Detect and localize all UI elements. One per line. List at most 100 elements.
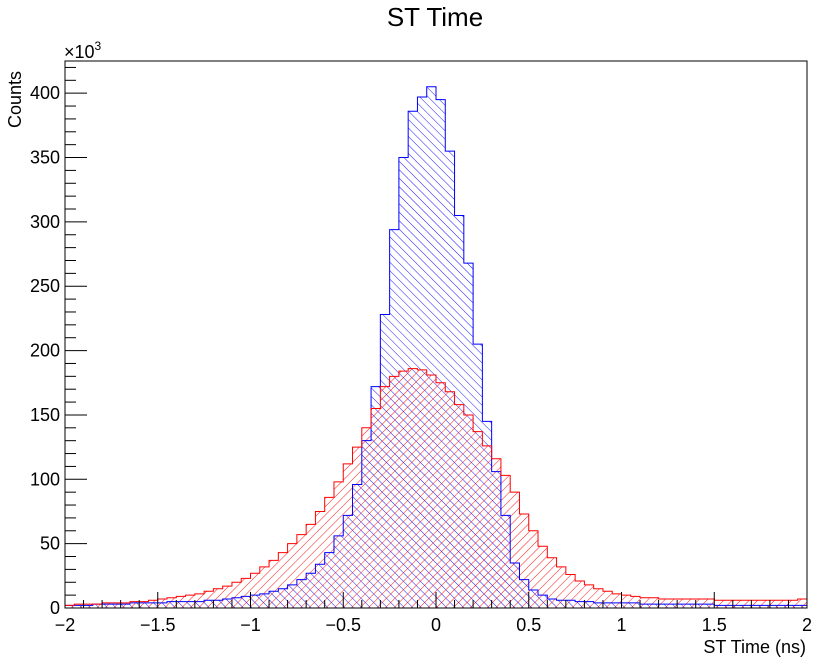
x-axis-title: ST Time (ns) [703, 637, 806, 657]
histogram-bin-series-2 [630, 596, 641, 608]
histogram-bin-series-2 [111, 602, 121, 608]
histogram-bin-series-2 [500, 475, 511, 608]
chart-title: ST Time [387, 2, 483, 32]
histogram-bin-series-1 [408, 111, 418, 608]
histogram-bin-series-2 [315, 511, 325, 608]
histogram-bin-series-2 [389, 376, 399, 608]
histogram-bin-series-2 [120, 602, 130, 608]
histogram-bin-series-2 [222, 586, 232, 608]
histogram-bin-series-2 [65, 605, 75, 608]
histogram-bin-series-2 [621, 595, 631, 608]
histogram-bin-series-2 [769, 600, 780, 608]
histogram-bin-series-2 [528, 530, 539, 608]
histogram-bin-series-2 [417, 369, 427, 608]
histogram-bin-series-2 [74, 604, 84, 608]
histogram-bin-series-2 [473, 431, 483, 608]
x-tick-label: 1 [616, 615, 626, 635]
histogram-bin-series-2 [742, 600, 752, 608]
histogram-bin-series-2 [445, 391, 455, 608]
histogram-bin-series-1 [436, 99, 446, 609]
histogram-bin-series-2 [259, 566, 270, 608]
histogram-bin-series-2 [463, 414, 474, 608]
histogram-bin-series-2 [241, 578, 251, 608]
histogram-outline-series-2 [64, 368, 808, 608]
y-axis: 0 50 100 150 200 250 300 350 400 [30, 66, 87, 618]
histogram-bin-series-2 [491, 458, 501, 608]
histogram-bin-series-2 [593, 588, 603, 608]
histogram-bin-series-2 [204, 591, 214, 608]
histogram-bin-series-2 [157, 598, 168, 608]
histogram-bin-series-2 [250, 573, 260, 608]
histogram-bin-series-2 [306, 524, 316, 608]
histogram-bin-series-2 [436, 382, 446, 608]
histogram-bin-series-2 [148, 600, 158, 608]
histogram-bin-series-2 [231, 582, 242, 608]
histogram-bin-series-2 [751, 600, 761, 608]
histogram-bin-series-2 [649, 597, 659, 608]
y-axis-title: Counts [5, 71, 25, 128]
histogram-bin-series-2 [510, 492, 520, 608]
histogram-bin-series-2 [714, 600, 724, 608]
histogram-bin-series-2 [640, 597, 650, 608]
x-tick-label: 1.5 [702, 615, 727, 635]
histogram-bin-series-2 [686, 598, 696, 608]
y-axis-multiplier-base: ×10 [64, 42, 95, 62]
histogram-bin-series-2 [602, 591, 613, 608]
y-tick-label: 50 [40, 534, 60, 554]
histogram-outlines [64, 86, 808, 608]
x-tick-label: 2 [802, 615, 812, 635]
histogram-bin-series-2 [704, 598, 715, 608]
histogram-bin-series-2 [779, 600, 789, 608]
x-tick-label: 0 [431, 615, 441, 635]
histogram-outline-series-1 [64, 86, 808, 608]
histogram-bin-series-2 [565, 574, 576, 608]
x-tick-label: 0.5 [516, 615, 541, 635]
histogram-bin-series-2 [677, 598, 687, 608]
y-axis-multiplier: ×103 [64, 39, 102, 62]
histogram-bin-series-2 [287, 543, 297, 608]
histogram-bin-series-2 [361, 427, 372, 608]
histogram-bars [65, 86, 807, 609]
y-axis-multiplier-exponent: 3 [95, 39, 102, 53]
y-axis-title-text: Counts [5, 71, 25, 128]
histogram-bin-series-2 [408, 368, 418, 608]
histogram-bin-series-2 [797, 598, 807, 608]
histogram-bin-series-2 [667, 598, 678, 608]
histogram-bin-series-1 [417, 97, 427, 608]
histogram-bin-series-2 [176, 596, 186, 608]
histogram-bin-series-2 [371, 408, 381, 608]
histogram-bin-series-2 [352, 447, 362, 608]
histogram-bin-series-2 [519, 514, 529, 608]
histogram-bin-series-2 [732, 600, 743, 608]
histogram-bin-series-2 [102, 602, 112, 608]
histogram-bin-series-2 [482, 445, 492, 608]
y-tick-label: 0 [50, 598, 60, 618]
histogram-bin-series-2 [612, 593, 622, 608]
histogram-bin-series-2 [139, 601, 149, 608]
histogram-bin-series-2 [167, 597, 177, 608]
y-tick-label: 350 [30, 148, 60, 168]
histogram-bin-series-2 [547, 557, 557, 608]
histogram-bin-series-1 [426, 86, 436, 609]
histogram-bin-series-2 [213, 588, 223, 608]
histogram-bin-series-2 [695, 598, 705, 608]
histogram-bin-series-2 [278, 552, 288, 608]
x-tick-label: −1.5 [140, 615, 176, 635]
histogram-bin-series-2 [788, 600, 798, 608]
histogram-bin-series-2 [92, 604, 103, 608]
histogram-bin-series-2 [343, 463, 353, 608]
y-tick-label: 300 [30, 212, 60, 232]
x-tick-label: −2 [55, 615, 76, 635]
histogram-bin-series-2 [129, 601, 140, 608]
histogram-bin-series-2 [454, 404, 464, 608]
x-tick-label: −1 [240, 615, 261, 635]
histogram-bin-series-2 [760, 600, 770, 608]
histogram-bin-series-2 [333, 481, 344, 608]
histogram-bin-series-2 [380, 386, 390, 608]
histogram-bin-series-1 [445, 151, 455, 608]
histogram-bin-series-2 [398, 371, 409, 608]
y-tick-label: 400 [30, 83, 60, 103]
x-tick-label: −0.5 [325, 615, 361, 635]
histogram-bin-series-2 [296, 534, 307, 608]
